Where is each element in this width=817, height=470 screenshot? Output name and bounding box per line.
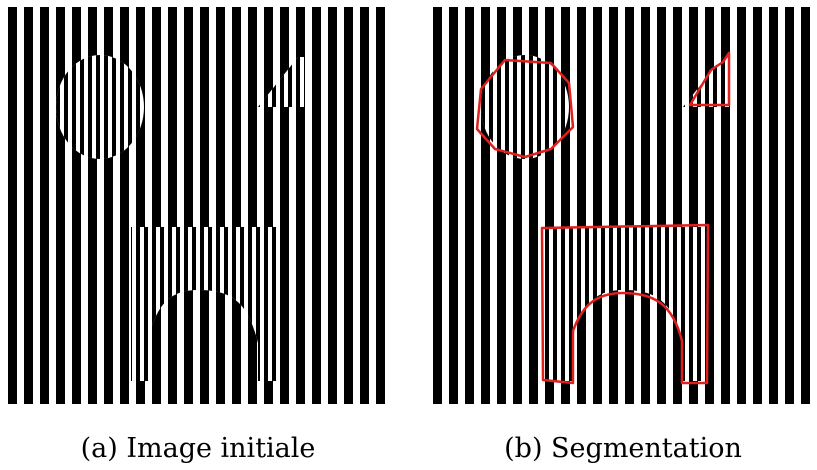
hidden-shape-triangle <box>258 57 304 107</box>
stripe-image-initial <box>8 7 388 404</box>
segmentation-outline-triangle <box>688 51 731 107</box>
segmentation-outline-arch <box>540 223 710 385</box>
panel-segmentation <box>433 7 813 404</box>
hidden-shape-arch <box>131 227 281 381</box>
caption-segmentation: (b) Segmentation <box>504 433 742 464</box>
segmented-shape-circle <box>475 55 575 159</box>
segmented-shape-triangle <box>683 51 731 107</box>
segmented-shape-arch <box>540 223 710 385</box>
caption-initial-image: (a) Image initiale <box>80 433 316 464</box>
hidden-shape-circle <box>56 55 144 159</box>
segmentation-outline-circle <box>475 58 575 159</box>
stripe-image-segmentation <box>433 7 813 404</box>
panel-initial-image <box>8 7 388 404</box>
